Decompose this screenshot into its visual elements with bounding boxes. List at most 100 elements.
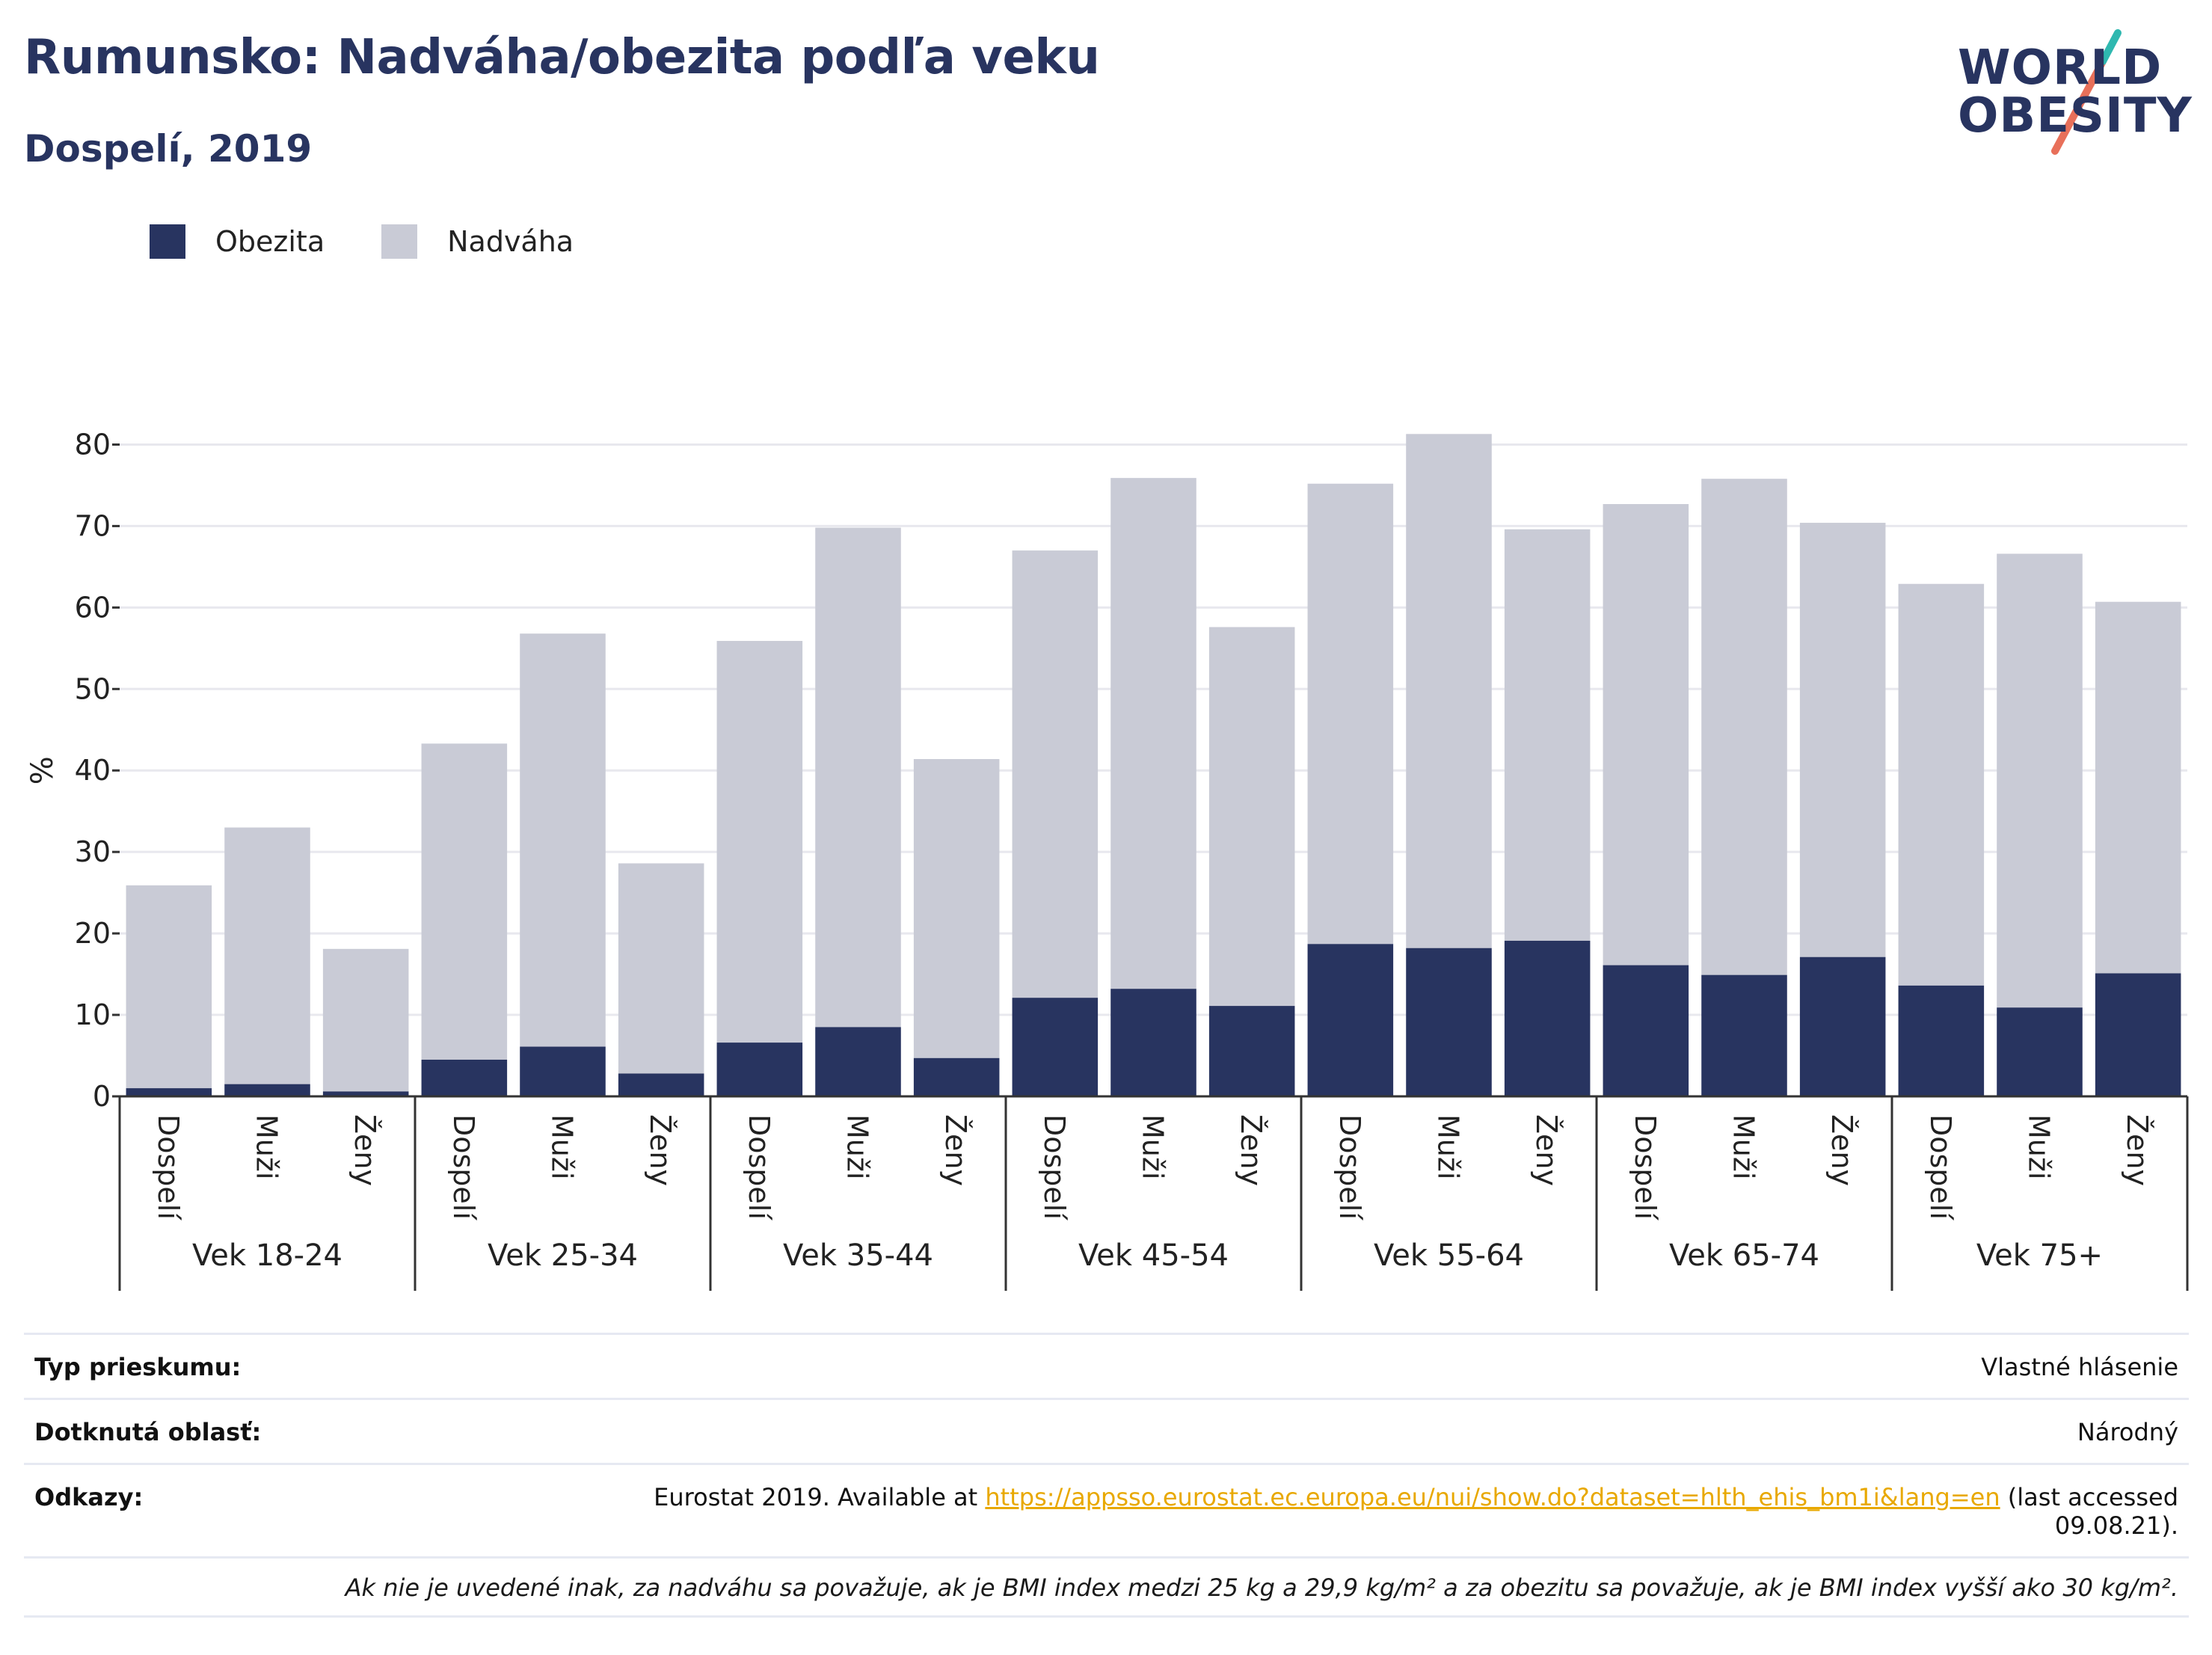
bar-overweight (1799, 523, 1886, 957)
bar-overweight (322, 948, 409, 1092)
bar-overweight (1504, 529, 1591, 941)
y-tick-label: 70 (75, 509, 111, 542)
area-label: Dotknutá oblasť: (34, 1418, 262, 1446)
group-label: Vek 45-54 (1078, 1238, 1229, 1273)
bar-obesity (2095, 973, 2181, 1096)
group-label: Vek 18-24 (192, 1238, 342, 1273)
category-label: Dospelí (1333, 1114, 1366, 1220)
bar-obesity (1898, 985, 1985, 1096)
stacked-bar-chart: 0 10 20 30 40 50 60 70 80% Dospelí Muži Ženy Vek 18-… (25, 428, 2189, 1291)
y-tick-label: 10 (75, 998, 111, 1031)
bar-overweight (716, 641, 803, 1043)
bar-overweight (1603, 503, 1689, 965)
bar-obesity (1208, 1006, 1295, 1096)
category-label: Dospelí (1924, 1114, 1957, 1220)
bmi-definition-note: Ak nie je uvedené inak, za nadváhu sa po… (24, 1556, 2189, 1618)
group-label: Vek 35-44 (783, 1238, 933, 1273)
bar-overweight (815, 527, 901, 1028)
bar-overweight (1307, 483, 1394, 945)
survey-type-label: Typ prieskumu: (34, 1353, 242, 1381)
category-label: Muži (546, 1114, 579, 1179)
bar-overweight (913, 758, 1000, 1058)
category-label: Ženy (2121, 1114, 2154, 1186)
bar-obesity (1603, 965, 1689, 1096)
bar-obesity (421, 1059, 508, 1096)
bar-obesity (1406, 948, 1492, 1096)
category-label: Ženy (1825, 1114, 1858, 1186)
bar-overweight (1997, 553, 2083, 1008)
category-label: Dospelí (152, 1114, 185, 1220)
category-label: Dospelí (743, 1114, 775, 1220)
info-row-references: Odkazy: Eurostat 2019. Available at http… (24, 1463, 2189, 1556)
bar-obesity (322, 1091, 409, 1096)
chart-subtitle: Dospelí, 2019 (24, 127, 313, 171)
bar-obesity (1799, 957, 1886, 1096)
category-label: Ženy (348, 1114, 381, 1186)
y-axis-label: % (25, 756, 60, 784)
category-label: Muži (251, 1114, 283, 1179)
category-label: Ženy (939, 1114, 972, 1186)
category-label: Muži (841, 1114, 874, 1179)
y-tick-label: 80 (75, 428, 111, 461)
bar-obesity (618, 1073, 704, 1096)
category-label: Muži (2023, 1114, 2056, 1179)
y-tick-label: 20 (75, 917, 111, 950)
legend-item-overweight: Nadváha (381, 224, 574, 259)
category-label: Muži (1727, 1114, 1760, 1179)
category-label: Dospelí (447, 1114, 480, 1220)
legend-swatch-overweight (381, 224, 418, 259)
references-link[interactable]: https://appsso.eurostat.ec.europa.eu/nui… (985, 1483, 2000, 1511)
group-label: Vek 55-64 (1374, 1238, 1524, 1273)
info-table: Typ prieskumu: Vlastné hlásenie Dotknutá… (24, 1333, 2189, 1618)
bar-obesity (1997, 1007, 2083, 1096)
info-row-survey-type: Typ prieskumu: Vlastné hlásenie (24, 1333, 2189, 1398)
bar-obesity (1504, 940, 1591, 1096)
references-value: Eurostat 2019. Available at https://apps… (654, 1483, 2189, 1540)
bar-overweight (126, 885, 212, 1089)
bar-overweight (1110, 478, 1196, 989)
bar-obesity (1701, 974, 1787, 1096)
bar-overweight (1012, 550, 1099, 998)
logo-slash-icon (2051, 29, 2122, 155)
references-label: Odkazy: (34, 1483, 144, 1511)
bar-overweight (1406, 434, 1492, 948)
bar-obesity (815, 1027, 901, 1096)
world-obesity-logo: WORLD OBESITY (1944, 22, 2199, 157)
references-suffix: (last accessed (2000, 1483, 2178, 1511)
bar-overweight (1208, 627, 1295, 1007)
category-label: Ženy (1235, 1114, 1268, 1186)
bar-overweight (421, 743, 508, 1060)
legend-label-overweight: Nadváha (447, 225, 574, 258)
legend-label-obesity: Obezita (215, 225, 325, 258)
group-label: Vek 75+ (1976, 1238, 2103, 1273)
bar-overweight (2095, 601, 2181, 974)
area-value: Národný (2077, 1418, 2178, 1446)
bar-overweight (520, 633, 606, 1047)
info-row-area: Dotknutá oblasť: Národný (24, 1398, 2189, 1463)
legend-swatch-obesity (150, 224, 185, 259)
logo-line-2: OBESITY (1958, 88, 2193, 144)
group-label: Vek 65-74 (1669, 1238, 1819, 1273)
legend-item-obesity: Obezita (150, 224, 325, 259)
y-tick-label: 60 (75, 591, 111, 624)
bar-obesity (224, 1084, 310, 1096)
category-label: Ženy (644, 1114, 677, 1186)
bar-overweight (1701, 479, 1787, 975)
logo-line-1: WORLD (1958, 40, 2163, 96)
y-tick-label: 50 (75, 672, 111, 705)
bar-overweight (224, 827, 310, 1084)
chart-title: Rumunsko: Nadváha/obezita podľa veku (24, 30, 1100, 85)
bar-overweight (618, 863, 704, 1074)
category-label: Muži (1432, 1114, 1465, 1179)
category-label: Dospelí (1629, 1114, 1662, 1220)
y-tick-label: 30 (75, 835, 111, 868)
category-label: Dospelí (1038, 1114, 1071, 1220)
bar-obesity (913, 1057, 1000, 1096)
bar-obesity (126, 1088, 212, 1096)
bar-obesity (1012, 998, 1099, 1096)
category-label: Ženy (1530, 1114, 1563, 1186)
bar-obesity (1110, 989, 1196, 1096)
references-prefix: Eurostat 2019. Available at (654, 1483, 986, 1511)
group-label: Vek 25-34 (488, 1238, 638, 1273)
y-tick-label: 0 (93, 1080, 111, 1113)
